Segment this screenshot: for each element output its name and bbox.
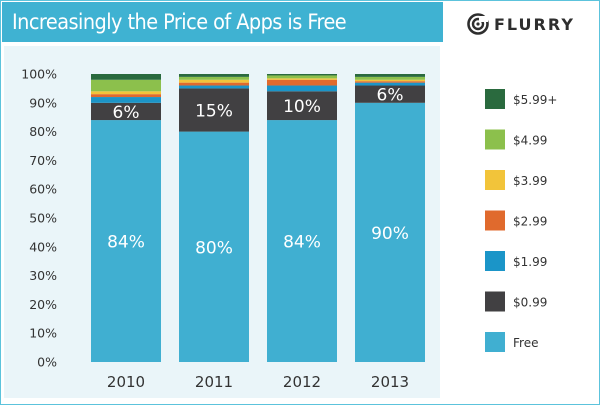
flurry-swirl-icon — [467, 13, 489, 35]
y-axis: 0% 10% 20% 30% 40% 50% 60% 70% 80% 90% 100% — [21, 67, 57, 370]
bar-segment-2012-0-99 — [267, 91, 337, 121]
flurry-logo: FLURRY — [467, 11, 575, 37]
bar-segment-2013-2-99 — [355, 81, 425, 83]
logo-text: FLURRY — [494, 14, 575, 34]
y-tick-label: 50% — [29, 211, 57, 226]
bar-segment-2013-4-99 — [355, 76, 425, 80]
y-tick-label: 100% — [21, 67, 57, 82]
bar-segment-2010-1-99 — [91, 97, 161, 103]
data-label-2010-free: 84% — [107, 233, 145, 253]
bar-segment-2012-3-99 — [267, 78, 337, 80]
data-label-2010-0-99: 6% — [113, 103, 140, 123]
bar-segment-2011-1-99 — [179, 85, 249, 89]
data-label-2013-free: 90% — [371, 224, 409, 244]
x-axis: 2010 2011 2012 2013 — [107, 373, 409, 391]
bar-segment-2012-5-99 — [267, 74, 337, 76]
data-label-2011-free: 80% — [195, 238, 233, 258]
data-label-2012-0-99: 10% — [283, 97, 321, 117]
y-tick-label: 80% — [29, 124, 57, 139]
x-tick-label: 2012 — [283, 373, 321, 391]
bar-segment-2013-5-99 — [355, 74, 425, 77]
x-tick-label: 2013 — [371, 373, 409, 391]
bar-segment-2012-4-99 — [267, 75, 337, 79]
bar-segment-2010-5-99 — [91, 74, 161, 80]
legend-swatch-1-99 — [485, 251, 505, 271]
legend-swatch-5-99 — [485, 89, 505, 109]
bar-segment-2013-1-99 — [355, 82, 425, 86]
header: Increasingly the Price of Apps is Free F… — [1, 1, 600, 45]
bar-segment-2012-2-99 — [267, 79, 337, 86]
bar-segment-2011-2-99 — [179, 82, 249, 86]
y-tick-label: 0% — [37, 355, 57, 370]
legend: $5.99+ $4.99 $3.99 $2.99 $1.99 $0.99 Free — [485, 89, 557, 352]
legend-swatch-2-99 — [485, 210, 505, 231]
x-tick-label: 2011 — [195, 373, 233, 391]
legend-label-4-99: $4.99 — [513, 134, 547, 148]
bar-segment-2010-0-99 — [91, 102, 161, 121]
legend-label-1-99: $1.99 — [513, 255, 547, 269]
bar-segment-2010-2-99 — [91, 94, 161, 98]
legend-label-3-99: $3.99 — [513, 174, 547, 188]
y-tick-label: 90% — [29, 95, 57, 110]
legend-swatch-4-99 — [485, 129, 505, 150]
bars: 84% 6% 80% 15% 84% 10% 90% 6% — [91, 74, 425, 363]
bar-segment-2013-free — [355, 102, 425, 363]
legend-label-2-99: $2.99 — [513, 215, 547, 229]
title-bar: Increasingly the Price of Apps is Free — [2, 2, 443, 42]
legend-swatch-free — [485, 332, 505, 352]
bar-segment-2013-3-99 — [355, 79, 425, 82]
legend-label-0-99: $0.99 — [513, 296, 547, 310]
y-tick-label: 20% — [29, 297, 57, 312]
bar-segment-2011-3-99 — [179, 79, 249, 83]
bar-segment-2011-5-99 — [179, 74, 249, 77]
chart-title: Increasingly the Price of Apps is Free — [12, 10, 347, 34]
legend-label-free: Free — [513, 336, 538, 350]
y-tick-label: 40% — [29, 239, 57, 254]
data-label-2012-free: 84% — [283, 233, 321, 253]
data-label-2011-0-99: 15% — [195, 102, 233, 122]
y-tick-label: 10% — [29, 326, 57, 341]
legend-swatch-0-99 — [485, 291, 505, 312]
y-tick-label: 60% — [29, 182, 57, 197]
y-tick-label: 30% — [29, 268, 57, 283]
legend-label-5-99: $5.99+ — [513, 93, 557, 107]
bar-segment-2011-4-99 — [179, 76, 249, 80]
bar-segment-2012-1-99 — [267, 85, 337, 92]
legend-background — [443, 46, 595, 398]
data-label-2013-0-99: 6% — [377, 86, 404, 106]
bar-segment-2010-4-99 — [91, 79, 161, 92]
x-tick-label: 2010 — [107, 373, 145, 391]
bar-segment-2011-0-99 — [179, 88, 249, 132]
legend-swatch-3-99 — [485, 170, 505, 190]
y-tick-label: 70% — [29, 153, 57, 168]
bar-segment-2013-0-99 — [355, 85, 425, 103]
bar-segment-2010-free — [91, 120, 161, 362]
bar-segment-2011-free — [179, 131, 249, 362]
bar-segment-2010-3-99 — [91, 91, 161, 95]
bar-segment-2012-free — [267, 120, 337, 362]
